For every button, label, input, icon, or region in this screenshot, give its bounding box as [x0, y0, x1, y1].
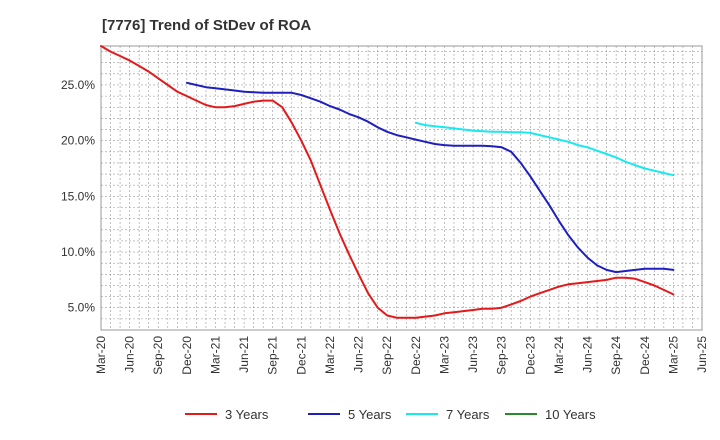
x-tick-label: Mar-22	[323, 336, 337, 374]
x-tick-label: Sep-24	[609, 336, 623, 375]
y-tick-label: 20.0%	[61, 134, 95, 148]
x-tick-label: Dec-20	[180, 336, 194, 375]
y-tick-label: 5.0%	[68, 301, 96, 315]
series-line-3	[414, 121, 675, 177]
x-tick-label: Dec-24	[638, 336, 652, 375]
x-tick-label: Sep-23	[495, 336, 509, 375]
series-line-1	[100, 45, 675, 319]
x-tick-label: Sep-20	[151, 336, 165, 375]
x-tick-label: Mar-24	[552, 336, 566, 374]
x-tick-label: Sep-22	[380, 336, 394, 375]
x-tick-label: Dec-23	[523, 336, 537, 375]
legend-label: 10 Years	[545, 407, 596, 422]
x-tick-label: Jun-24	[581, 336, 595, 373]
series-line-2	[185, 81, 675, 274]
x-tick-label: Mar-20	[94, 336, 108, 374]
x-tick-label: Mar-21	[208, 336, 222, 374]
legend-label: 7 Years	[446, 407, 490, 422]
plot-area	[100, 45, 703, 331]
x-tick-label: Sep-21	[266, 336, 280, 375]
chart-title: [7776] Trend of StDev of ROA	[102, 17, 311, 34]
x-tick-label: Jun-22	[352, 336, 366, 373]
y-tick-label: 10.0%	[61, 245, 95, 259]
legend-label: 5 Years	[348, 407, 392, 422]
y-tick-label: 15.0%	[61, 189, 95, 203]
x-tick-label: Jun-20	[123, 336, 137, 373]
x-tick-label: Jun-21	[237, 336, 251, 373]
x-tick-label: Dec-22	[409, 336, 423, 375]
legend-label: 3 Years	[225, 407, 269, 422]
y-tick-label: 25.0%	[61, 78, 95, 92]
x-tick-label: Mar-23	[437, 336, 451, 374]
x-tick-label: Jun-23	[466, 336, 480, 373]
x-tick-label: Mar-25	[666, 336, 680, 374]
x-tick-label: Jun-25	[695, 336, 709, 373]
x-tick-label: Dec-21	[294, 336, 308, 375]
